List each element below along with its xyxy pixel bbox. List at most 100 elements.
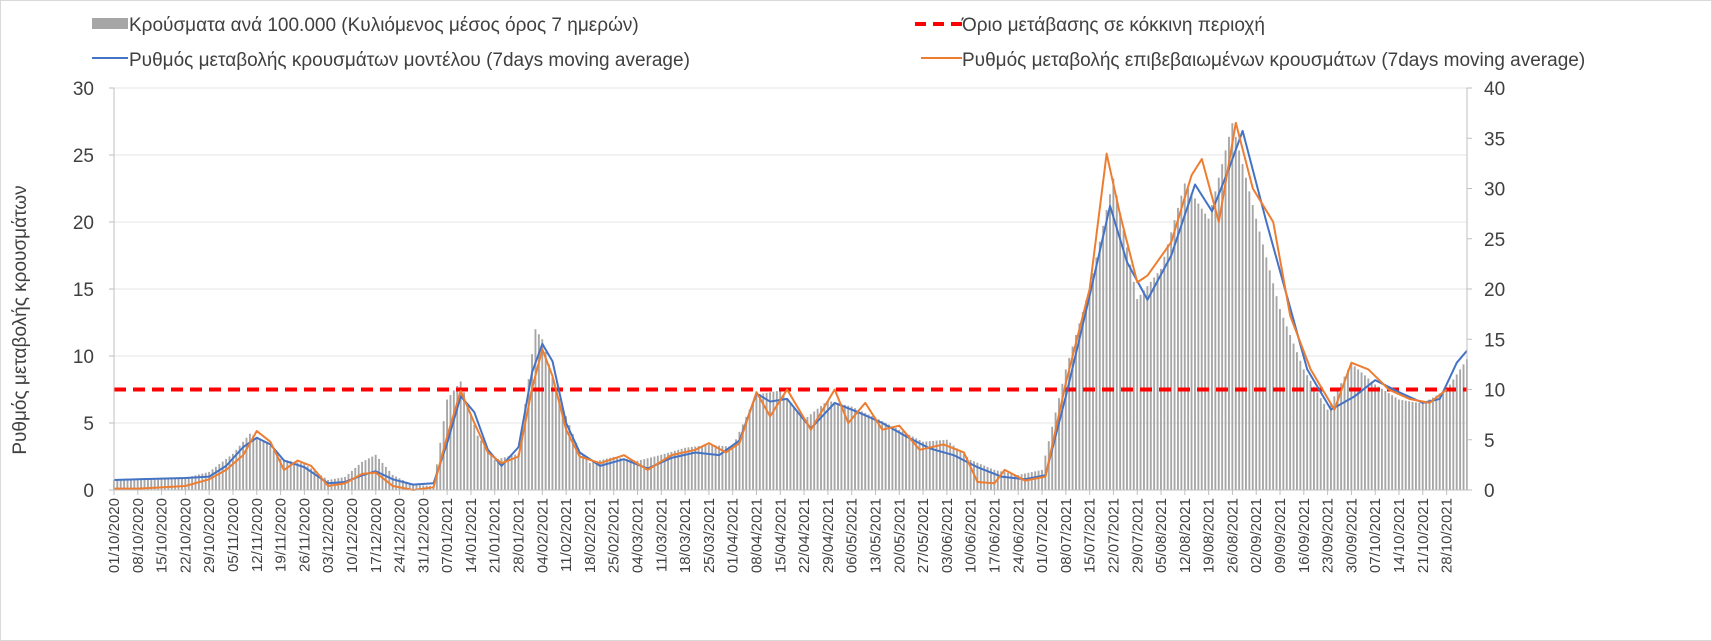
bar — [599, 460, 601, 490]
bar — [663, 453, 666, 490]
bar — [296, 462, 299, 490]
x-tick-label: 12/11/2020 — [249, 498, 266, 572]
bar — [806, 416, 809, 490]
bar — [1268, 270, 1271, 490]
bar — [1452, 379, 1455, 490]
x-tick-label: 03/06/2021 — [939, 498, 956, 573]
bar — [871, 416, 873, 490]
bar — [500, 458, 503, 490]
bar — [208, 471, 211, 490]
legend-label-threshold: Όριο μετάβασης σε κόκκινη περιοχή — [961, 15, 1265, 36]
bar — [143, 478, 146, 490]
x-tick-label: 13/05/2021 — [867, 498, 884, 573]
bar — [952, 445, 955, 490]
bar — [418, 485, 421, 490]
bar — [1207, 218, 1210, 490]
bar — [1377, 386, 1380, 490]
x-tick-label: 05/08/2021 — [1153, 498, 1170, 573]
bar — [1279, 309, 1281, 490]
bar — [1414, 402, 1417, 490]
bar — [1445, 389, 1448, 490]
bar — [612, 456, 615, 490]
bar — [459, 381, 462, 490]
bar — [534, 329, 537, 490]
bar — [670, 451, 673, 490]
x-tick-label: 31/12/2020 — [415, 498, 432, 573]
bar — [1119, 212, 1122, 490]
bar — [323, 477, 326, 490]
bar — [1285, 326, 1288, 490]
bar — [1431, 397, 1434, 490]
bar — [881, 421, 884, 490]
bar — [1092, 273, 1094, 490]
bar — [1190, 193, 1193, 490]
bar — [531, 354, 533, 490]
bar — [1265, 257, 1268, 490]
x-tick-label: 15/10/2020 — [154, 498, 171, 573]
x-tick-label: 08/04/2021 — [749, 498, 766, 573]
bar — [1007, 472, 1009, 490]
bar — [966, 456, 969, 490]
bar — [140, 478, 143, 490]
bar — [1272, 283, 1275, 490]
x-tick-label: 11/02/2021 — [558, 498, 575, 572]
x-tick-label: 07/10/2021 — [1367, 498, 1384, 573]
bar — [1340, 383, 1343, 490]
bar — [775, 391, 778, 490]
x-tick-label: 26/08/2021 — [1224, 498, 1241, 573]
x-tick-label: 21/01/2021 — [487, 498, 504, 573]
bar — [575, 442, 578, 490]
x-tick-label: 26/11/2020 — [296, 498, 313, 572]
bar — [170, 478, 173, 490]
bar — [741, 424, 744, 490]
x-tick-label: 22/04/2021 — [796, 498, 813, 573]
bar — [646, 458, 649, 490]
bar — [1323, 403, 1326, 490]
bar — [119, 479, 122, 490]
legend-item-model: Ρυθμός μεταβολής κρουσμάτων μοντέλου (7d… — [92, 50, 690, 71]
bar — [745, 416, 748, 490]
bar — [837, 403, 839, 490]
bar — [384, 466, 387, 490]
bar — [463, 392, 465, 490]
bar — [758, 393, 761, 490]
bar — [1241, 164, 1244, 490]
bar — [578, 451, 581, 490]
bar — [1217, 177, 1220, 491]
y-left-tick-label: 25 — [73, 146, 94, 167]
legend-item-confirmed: Ρυθμός μεταβολής επιβεβαιωμένων κρουσμάτ… — [921, 50, 1585, 71]
bar — [626, 459, 629, 490]
x-tick-label: 14/01/2021 — [463, 498, 480, 573]
y-right-tick-label: 15 — [1484, 330, 1505, 351]
x-tick-label: 06/05/2021 — [844, 498, 861, 573]
bar — [310, 468, 313, 490]
bar — [1394, 397, 1397, 490]
bar — [269, 446, 272, 490]
bar — [469, 414, 472, 490]
bar — [653, 456, 656, 490]
bar — [983, 465, 986, 490]
x-tick-label: 27/05/2021 — [915, 498, 932, 573]
x-tick-label: 18/02/2021 — [582, 498, 599, 573]
bar — [979, 464, 982, 490]
bar — [510, 455, 513, 490]
bar — [524, 403, 527, 490]
bar — [820, 406, 822, 490]
x-tick-label: 24/06/2021 — [1010, 498, 1027, 573]
bar — [1292, 343, 1295, 490]
bar — [214, 466, 217, 490]
bar — [697, 446, 700, 490]
y-right-tick-labels: 0 5 10 15 20 25 30 35 40 — [1484, 79, 1505, 502]
bar — [588, 462, 591, 490]
bar — [1078, 323, 1081, 490]
x-tick-label: 28/10/2021 — [1439, 498, 1456, 573]
x-tick-label: 10/06/2021 — [963, 498, 980, 573]
bar — [408, 483, 411, 490]
bar — [755, 394, 758, 490]
bar — [592, 462, 595, 490]
bar — [1085, 300, 1088, 490]
bar — [891, 426, 894, 490]
bar — [466, 403, 469, 490]
x-tick-label: 23/09/2021 — [1320, 498, 1337, 573]
bar — [1010, 473, 1013, 490]
